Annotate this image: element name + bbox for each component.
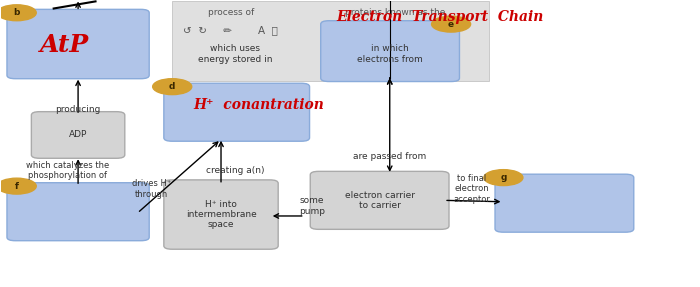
Text: ↺  ↻     ✏        A  🖼: ↺ ↻ ✏ A 🖼 — [183, 25, 277, 35]
Text: drives H⁺
through: drives H⁺ through — [132, 179, 171, 199]
Text: proteins known as the: proteins known as the — [345, 9, 445, 18]
FancyBboxPatch shape — [172, 1, 489, 81]
Text: H⁺  conantration: H⁺ conantration — [193, 98, 324, 112]
Text: process of: process of — [209, 9, 255, 18]
FancyBboxPatch shape — [7, 9, 149, 79]
Text: b: b — [13, 8, 20, 17]
Circle shape — [432, 16, 470, 32]
Text: which uses
energy stored in: which uses energy stored in — [197, 44, 272, 64]
Text: ADP: ADP — [69, 131, 88, 139]
Text: in which
electrons from: in which electrons from — [357, 44, 423, 64]
FancyBboxPatch shape — [164, 83, 309, 141]
Text: AtP: AtP — [40, 34, 89, 57]
Text: e: e — [448, 20, 454, 29]
Circle shape — [484, 170, 523, 186]
Text: f: f — [15, 182, 19, 191]
Circle shape — [0, 178, 36, 194]
Text: to final
electron
acceptor: to final electron acceptor — [454, 174, 491, 204]
Text: d: d — [169, 82, 176, 91]
FancyBboxPatch shape — [32, 112, 125, 158]
FancyBboxPatch shape — [7, 183, 149, 241]
FancyBboxPatch shape — [164, 180, 278, 249]
Text: creating a(n): creating a(n) — [206, 166, 264, 175]
Text: which catalyzes the
phosphorylation of: which catalyzes the phosphorylation of — [26, 161, 109, 180]
Text: some
pump: some pump — [299, 196, 325, 216]
Text: producing: producing — [55, 105, 101, 114]
Circle shape — [410, 24, 438, 36]
Circle shape — [387, 24, 418, 36]
Text: Electron  Transport  Chain: Electron Transport Chain — [336, 10, 543, 24]
Text: are passed from: are passed from — [353, 152, 426, 161]
FancyBboxPatch shape — [310, 171, 449, 229]
FancyBboxPatch shape — [495, 174, 634, 232]
Circle shape — [368, 24, 395, 36]
Text: H⁺ into
intermembrane
space: H⁺ into intermembrane space — [186, 200, 256, 229]
Circle shape — [0, 5, 36, 21]
FancyBboxPatch shape — [321, 21, 459, 82]
Text: electron carrier
to carrier: electron carrier to carrier — [344, 191, 414, 210]
Text: g: g — [500, 173, 507, 182]
Circle shape — [153, 79, 192, 95]
Circle shape — [430, 24, 458, 36]
